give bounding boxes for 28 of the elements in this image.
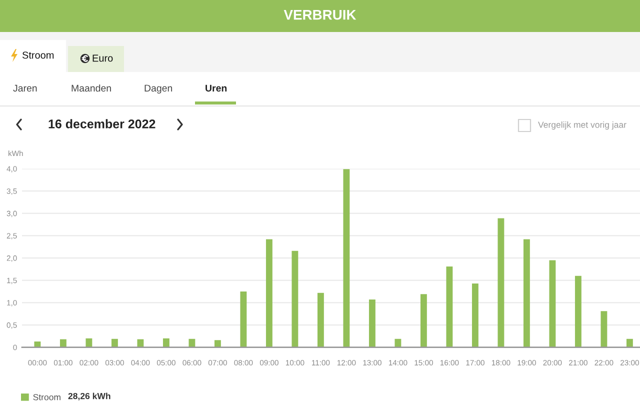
bar bbox=[162, 338, 170, 348]
text: Vergelijk met vorig jaar bbox=[538, 121, 626, 130]
bar bbox=[549, 260, 556, 348]
text: Stroom bbox=[22, 52, 54, 59]
bar bbox=[214, 340, 221, 348]
bar bbox=[368, 300, 376, 348]
chart-title: VERBRUIK bbox=[284, 10, 356, 20]
bar bbox=[472, 283, 478, 348]
bar bbox=[86, 338, 92, 348]
bar bbox=[574, 276, 582, 348]
text: Maanden bbox=[72, 84, 111, 92]
legend-label: Stroom bbox=[33, 394, 60, 400]
bar bbox=[292, 250, 298, 348]
text: Jaren bbox=[13, 84, 37, 92]
bar bbox=[446, 266, 453, 348]
bar bbox=[498, 218, 504, 348]
bar bbox=[600, 311, 608, 348]
text: Dagen bbox=[144, 84, 172, 94]
bar bbox=[523, 239, 530, 348]
text: 28,26 kWh bbox=[68, 392, 110, 400]
text: Uren bbox=[206, 84, 227, 92]
bar bbox=[240, 291, 247, 348]
text: Euro bbox=[92, 54, 113, 62]
bar bbox=[420, 294, 427, 348]
bar bbox=[266, 239, 272, 348]
bar bbox=[343, 169, 350, 348]
bar bbox=[317, 292, 324, 348]
chart-subtitle: 16 december 2022 bbox=[48, 119, 156, 128]
